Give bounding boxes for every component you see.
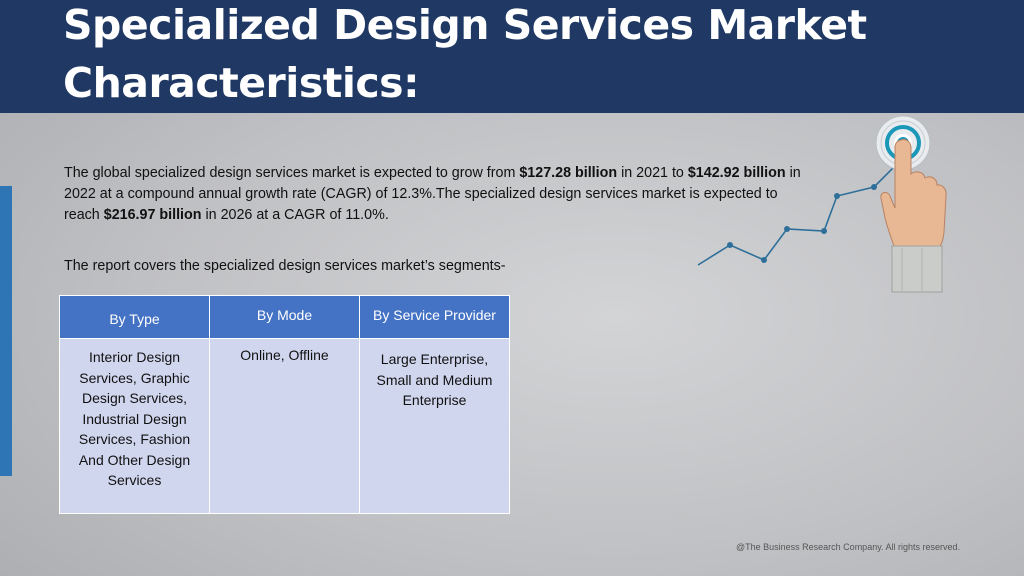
segments-intro: The report covers the specialized design…	[64, 258, 506, 274]
cell-type-values: Interior Design Services, Graphic Design…	[59, 338, 210, 514]
growth-graphic	[697, 115, 947, 293]
title-bar: Specialized Design Services Market Chara…	[0, 0, 1024, 113]
segments-table: By Type By Mode By Service Provider Inte…	[59, 295, 510, 514]
intro-value-2021: $127.28 billion	[519, 165, 618, 181]
intro-text-2: in 2021 to	[617, 165, 688, 181]
pointing-hand-icon	[880, 139, 947, 293]
copyright-footer: @The Business Research Company. All righ…	[736, 542, 961, 552]
growth-line-icon	[697, 167, 894, 266]
cell-mode-values: Online, Offline	[209, 338, 360, 514]
intro-text-1: The global specialized design services m…	[64, 165, 520, 181]
intro-text-4: in 2026 at a CAGR of 11.0%.	[201, 207, 389, 223]
cell-provider-values: Large Enterprise, Small and Medium Enter…	[359, 338, 510, 514]
header-by-type: By Type	[59, 295, 210, 339]
slide-title: Specialized Design Services Market Chara…	[63, 1, 867, 107]
table-row: Interior Design Services, Graphic Design…	[59, 338, 510, 514]
header-by-mode: By Mode	[209, 295, 360, 339]
intro-value-2026: $216.97 billion	[103, 207, 202, 223]
header-by-service-provider: By Service Provider	[359, 295, 510, 339]
intro-paragraph: The global specialized design services m…	[64, 163, 804, 226]
intro-value-2022: $142.92 billion	[687, 165, 786, 181]
left-accent-bar	[0, 186, 12, 476]
intro-text-3: in 2022 at a compound annual growth rate…	[64, 165, 801, 223]
table-header-row: By Type By Mode By Service Provider	[59, 295, 510, 339]
